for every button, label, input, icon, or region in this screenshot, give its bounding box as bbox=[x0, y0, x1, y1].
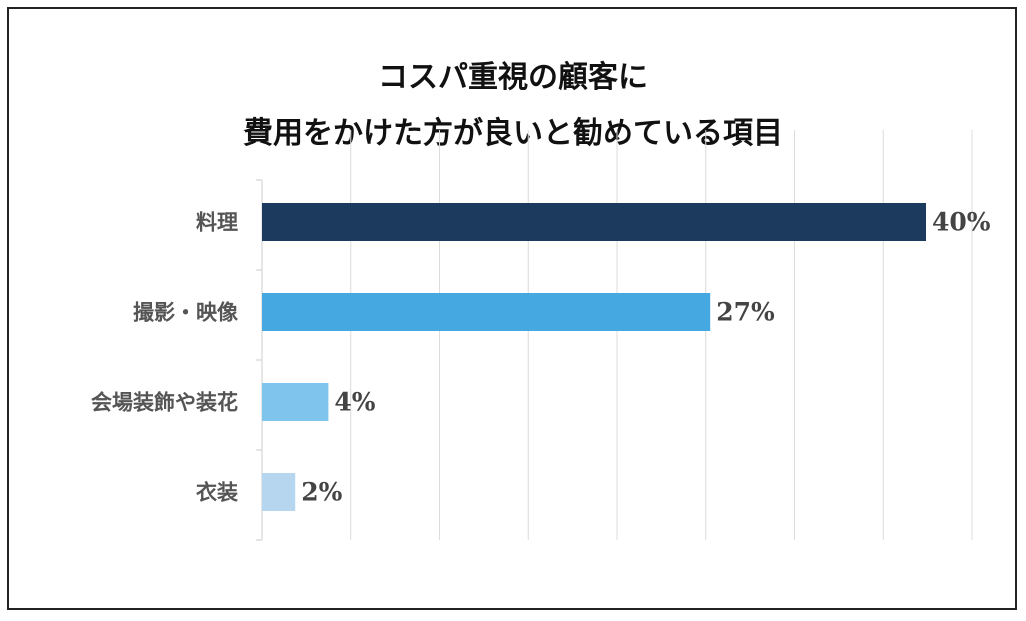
category-label: 撮影・映像 bbox=[133, 300, 239, 325]
category-label: 衣装 bbox=[196, 480, 238, 505]
bar bbox=[262, 203, 926, 241]
category-label: 会場装飾や装花 bbox=[91, 390, 238, 415]
chart-frame bbox=[7, 7, 1017, 610]
bar bbox=[262, 293, 711, 331]
data-label: 40% bbox=[932, 208, 991, 237]
data-label: 4% bbox=[334, 388, 375, 417]
data-label: 2% bbox=[301, 478, 342, 507]
chart-title-line-2: 費用をかけた方が良いと勧めている項目 bbox=[243, 116, 783, 151]
data-label: 27% bbox=[716, 298, 775, 327]
chart-title-line-1: コスパ重視の顧客に bbox=[378, 60, 648, 95]
bar bbox=[262, 473, 296, 511]
bar bbox=[262, 383, 329, 421]
category-label: 料理 bbox=[196, 210, 238, 235]
